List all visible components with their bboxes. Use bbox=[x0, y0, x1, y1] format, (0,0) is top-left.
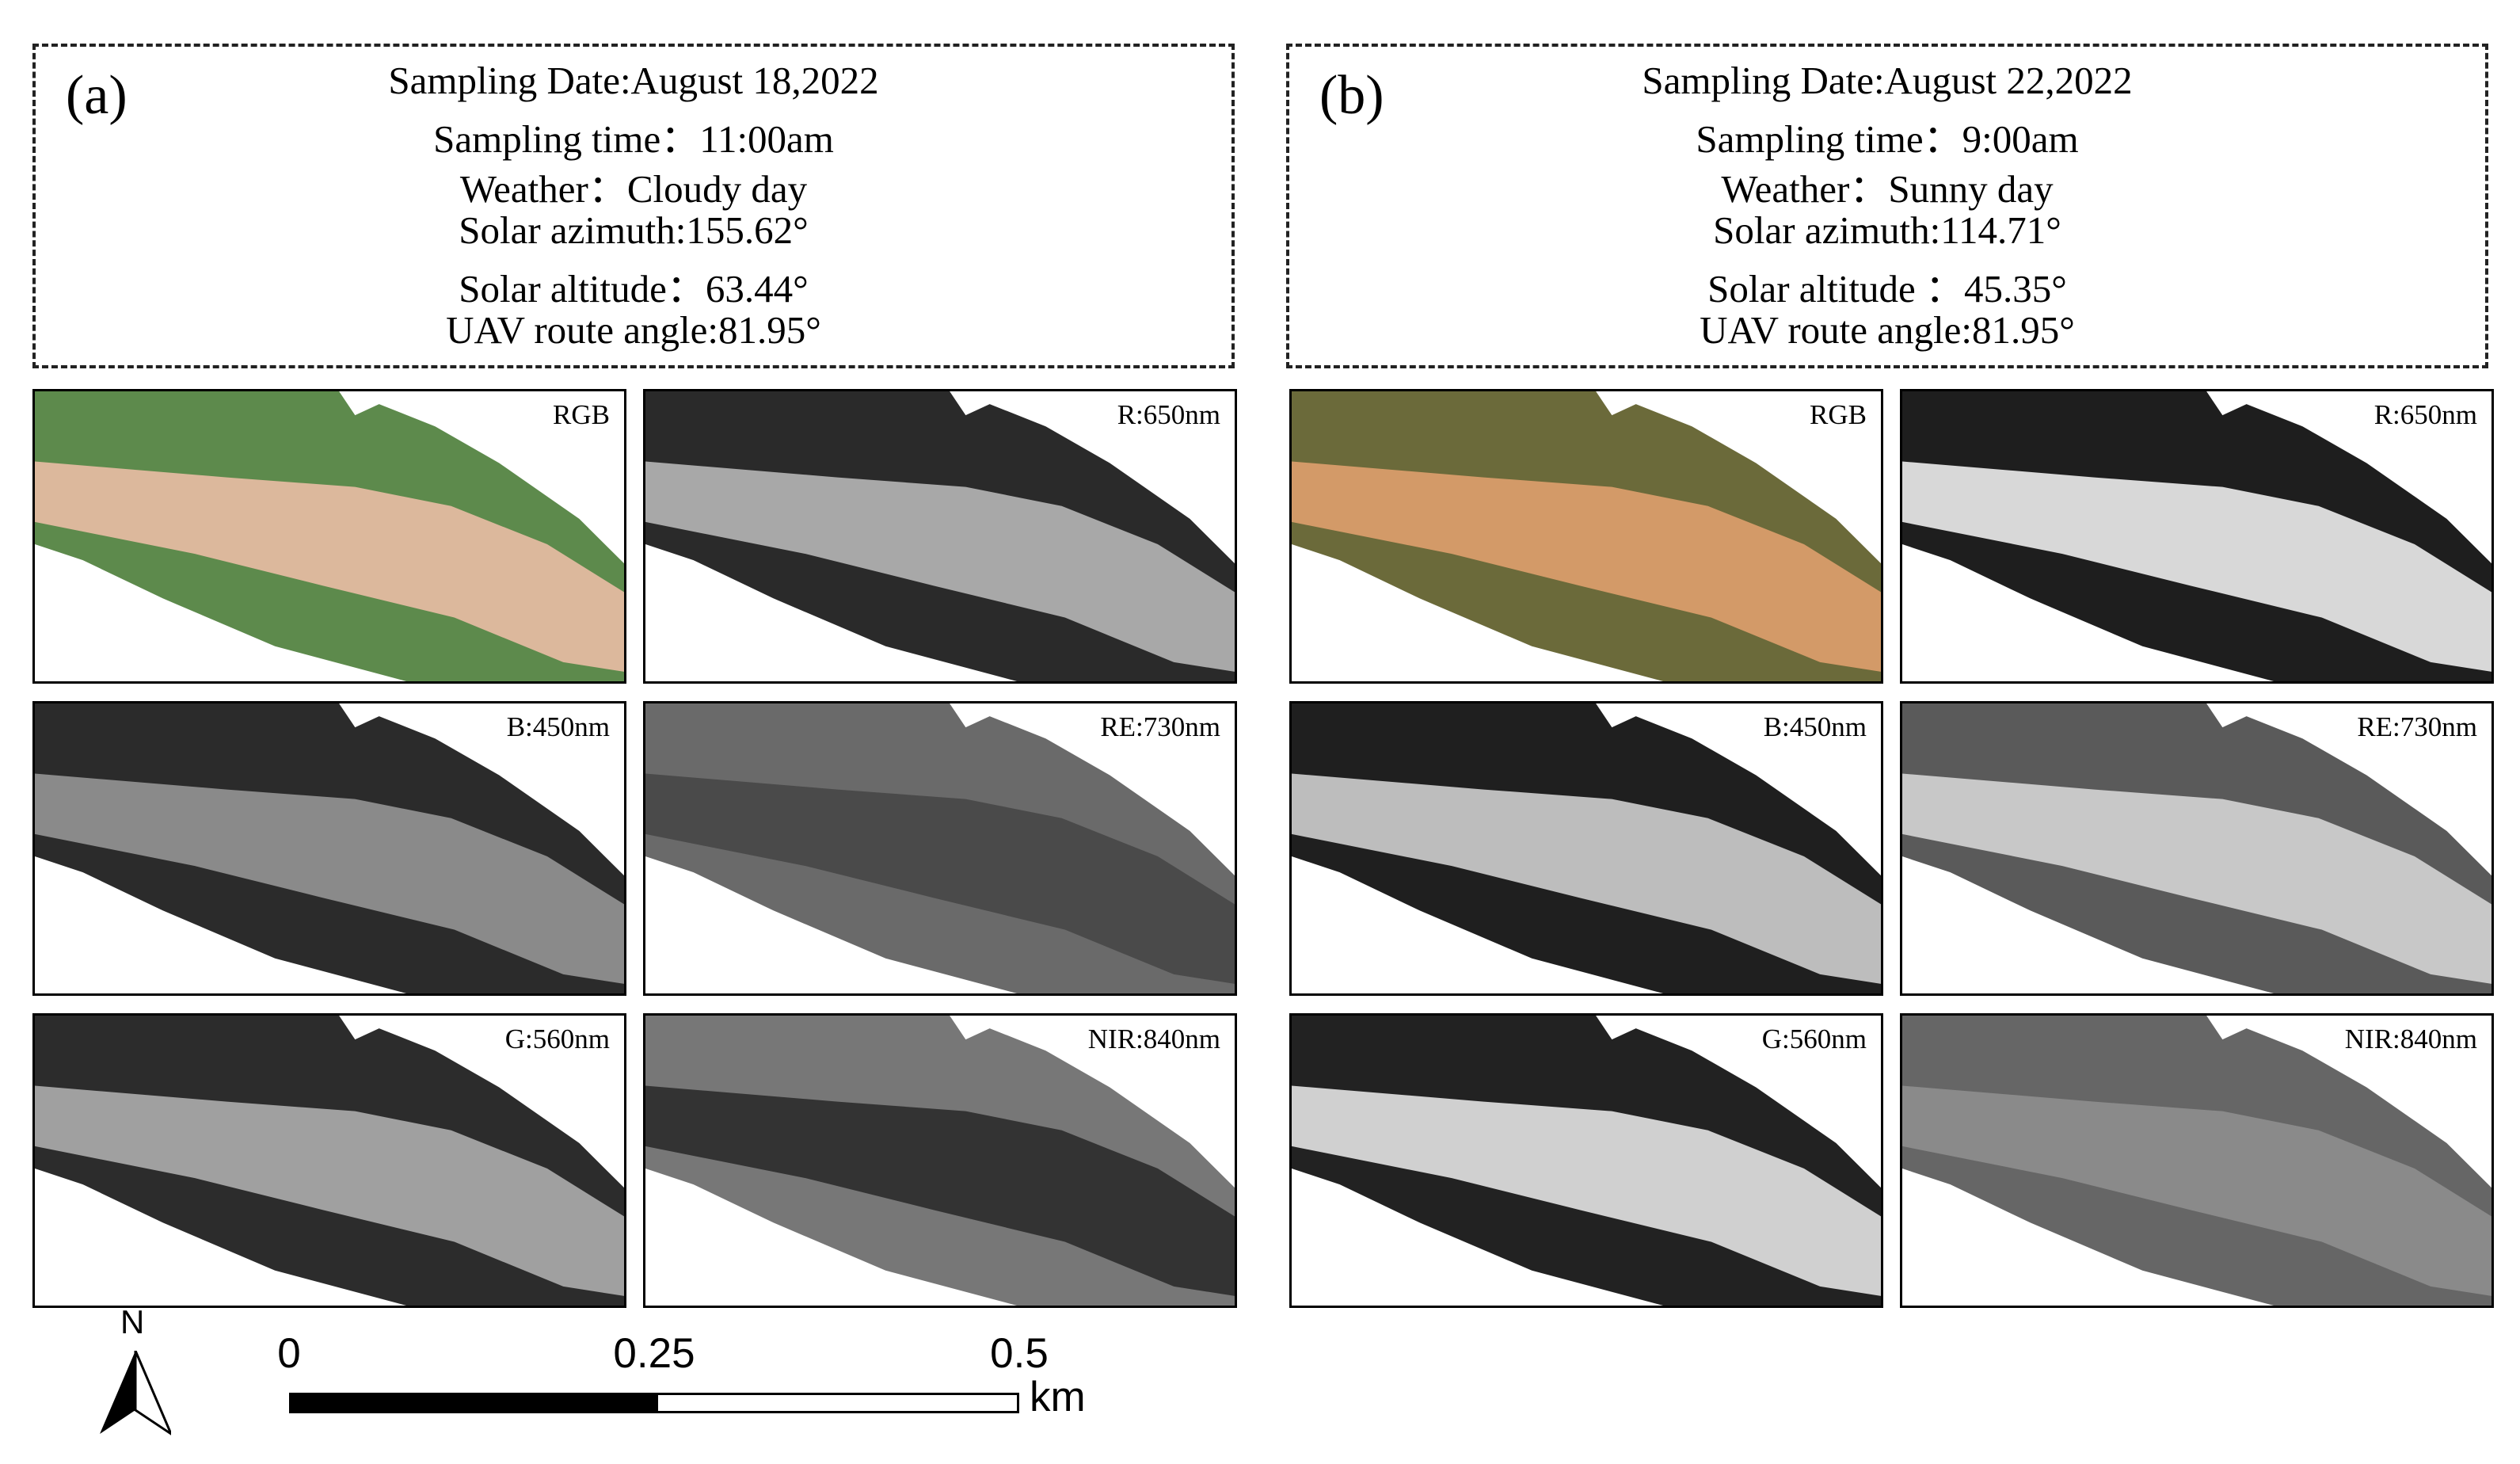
north-arrow bbox=[100, 1351, 171, 1435]
tile-label: RGB bbox=[553, 399, 610, 430]
image-tile: NIR:840nm bbox=[643, 1013, 1237, 1308]
info-box: (b) Sampling Date:August 22,2022 Sampling … bbox=[1286, 44, 2488, 368]
info-line: Sampling time：9:00am bbox=[1696, 117, 2079, 161]
tile-label: RE:730nm bbox=[1100, 711, 1220, 742]
river bbox=[35, 773, 624, 984]
tile-label: G:560nm bbox=[1761, 1024, 1867, 1054]
info-line: Solar altitude：63.44° bbox=[459, 267, 809, 311]
image-tile: RE:730nm bbox=[1900, 701, 2494, 996]
image-tile: R:650nm bbox=[643, 389, 1237, 684]
band-image bbox=[35, 703, 624, 993]
panel-label: (b) bbox=[1319, 65, 1384, 126]
river bbox=[35, 1085, 624, 1296]
arrow-right bbox=[134, 1351, 171, 1435]
tile-label: R:650nm bbox=[1117, 399, 1220, 430]
river bbox=[1902, 1085, 2491, 1296]
river bbox=[645, 461, 1235, 672]
image-tile: G:560nm bbox=[32, 1013, 626, 1308]
image-tile: B:450nm bbox=[32, 701, 626, 996]
river bbox=[645, 1085, 1235, 1296]
image-tile: NIR:840nm bbox=[1900, 1013, 2494, 1308]
tile-label: RE:730nm bbox=[2357, 711, 2477, 742]
scale-unit: km bbox=[1030, 1374, 1086, 1420]
image-tile: RGB bbox=[1289, 389, 1883, 684]
north-label: N bbox=[120, 1303, 145, 1340]
scale-tick-label: 0 bbox=[277, 1330, 301, 1377]
tile-label: B:450nm bbox=[1763, 711, 1867, 742]
river bbox=[1902, 773, 2491, 984]
band-image bbox=[1902, 1016, 2491, 1306]
tile-label: G:560nm bbox=[504, 1024, 610, 1054]
river bbox=[1902, 461, 2491, 672]
band-image bbox=[1292, 391, 1881, 681]
scale-tick-label: 0.25 bbox=[613, 1330, 695, 1377]
river bbox=[1292, 1085, 1881, 1296]
band-image bbox=[1902, 391, 2491, 681]
info-box: (a) Sampling Date:August 18,2022 Sampling … bbox=[32, 44, 1235, 368]
tile-label: NIR:840nm bbox=[2344, 1024, 2477, 1054]
info-line: Sampling Date:August 22,2022 bbox=[1642, 59, 2133, 102]
river bbox=[1292, 773, 1881, 984]
info-line: Sampling time：11:00am bbox=[433, 117, 834, 161]
info-line: Solar azimuth:155.62° bbox=[459, 208, 809, 252]
image-tile: RE:730nm bbox=[643, 701, 1237, 996]
info-line: Weather：Cloudy day bbox=[459, 167, 808, 211]
band-image bbox=[35, 391, 624, 681]
arrow-left bbox=[100, 1351, 135, 1434]
image-tile: R:650nm bbox=[1900, 389, 2494, 684]
info-line: UAV route angle:81.95° bbox=[446, 308, 821, 352]
band-image bbox=[645, 703, 1235, 993]
scale-bar-fill bbox=[291, 1395, 658, 1411]
tile-label: R:650nm bbox=[2373, 399, 2477, 430]
band-image bbox=[645, 1016, 1235, 1306]
band-image bbox=[645, 391, 1235, 681]
band-image bbox=[1292, 703, 1881, 993]
info-line: Solar azimuth:114.71° bbox=[1713, 208, 2061, 252]
image-tile: B:450nm bbox=[1289, 701, 1883, 996]
image-tile: G:560nm bbox=[1289, 1013, 1883, 1308]
scale-bar bbox=[289, 1393, 1019, 1413]
river bbox=[1292, 461, 1881, 672]
info-line: Sampling Date:August 18,2022 bbox=[388, 59, 879, 102]
scale-tick-label: 0.5 bbox=[990, 1330, 1049, 1377]
tile-label: RGB bbox=[1810, 399, 1867, 430]
river bbox=[35, 461, 624, 672]
info-line: UAV route angle:81.95° bbox=[1700, 308, 2075, 352]
band-image bbox=[1292, 1016, 1881, 1306]
info-line: Weather：Sunny day bbox=[1721, 167, 2054, 211]
tile-label: NIR:840nm bbox=[1087, 1024, 1220, 1054]
river bbox=[645, 773, 1235, 984]
info-line: Solar altitude ：45.35° bbox=[1707, 267, 2067, 311]
panel-label: (a) bbox=[66, 65, 128, 126]
band-image bbox=[35, 1016, 624, 1306]
image-tile: RGB bbox=[32, 389, 626, 684]
band-image bbox=[1902, 703, 2491, 993]
tile-label: B:450nm bbox=[506, 711, 610, 742]
